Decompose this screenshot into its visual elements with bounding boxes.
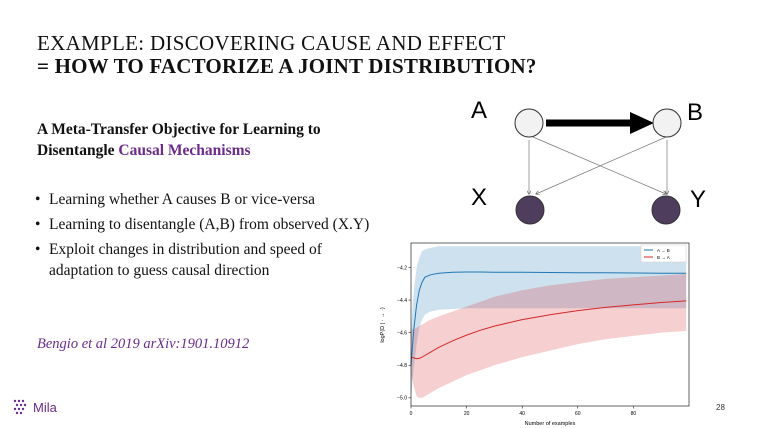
x-tick-label: 80 [631,411,637,417]
series-band-1 [411,274,687,398]
bullet-dot: • [35,191,41,208]
bullet-text: Learning whether A causes B or vice-vers… [49,191,315,208]
bullet-text: Learning to disentangle (A,B) from obser… [49,216,370,233]
y-tick-label: −4.6 [397,330,407,336]
subtitle-line1: A Meta-Transfer Objective for Learning t… [37,121,321,138]
y-tick-label: −4.4 [397,298,407,304]
edge-a-to-b-arrowhead [630,112,654,134]
citation: Bengio et al 2019 arXiv:1901.10912 [37,336,250,352]
node-a [514,108,544,138]
series-line-0 [410,271,687,366]
node-a-label: A [471,97,487,124]
legend-label-a-to-b: A → B [657,248,670,253]
causal-diagram: A B X Y [471,97,706,225]
chart-legend: A → B B → A [640,244,687,263]
adaptation-chart: −5.0 −4.8 −4.6 −4.4 −4.2 0 20 40 60 80 Number of… [380,242,690,427]
mila-logo: Mila [13,399,57,415]
edge-b-to-x [536,136,667,194]
mila-logo-icon [13,399,27,415]
chart-bands [411,246,687,398]
bullet-item: • Exploit changes in distribution and spe… [35,239,379,281]
subtitle: A Meta-Transfer Objective for Learning t… [37,119,321,161]
y-tick-label: −4.2 [397,265,407,271]
node-y [651,195,681,225]
chart-xticks: 0 20 40 60 80 [410,406,637,417]
edge-a-to-y [532,136,666,194]
mila-logo-text: Mila [33,399,57,415]
chart-frame [410,242,690,407]
page-number: 28 [716,403,725,412]
series-line-1 [410,300,687,360]
slide-title-line1: EXAMPLE: DISCOVERING CAUSE AND EFFECT [37,31,506,55]
node-y-label: Y [690,186,706,213]
bullet-item: • Learning whether A causes B or vice-ver… [35,189,405,210]
node-b-label: B [687,99,703,126]
chart-xlabel: Number of examples [525,421,576,427]
node-x-label: X [471,184,487,211]
legend-label-b-to-a: B → A [657,255,670,260]
bullet-dot: • [35,241,41,258]
subtitle-accent: Causal Mechanisms [118,142,251,159]
bullet-list: • Learning whether A causes B or vice-ver… [35,189,405,285]
bullet-item: • Learning to disentangle (A,B) from obse… [35,214,405,235]
bullet-text: Exploit changes in distribution and spee… [49,241,322,279]
chart-yticks: −5.0 −4.8 −4.6 −4.4 −4.2 [397,265,411,402]
x-tick-label: 0 [410,411,413,417]
chart-ylabel: logP(D | · → ·) [380,307,386,343]
x-tick-label: 20 [464,411,470,417]
bullet-dot: • [35,216,41,233]
subtitle-plain: Disentangle [37,142,119,159]
x-tick-label: 60 [575,411,581,417]
legend-box [640,244,687,263]
series-band-0 [411,246,687,398]
y-tick-label: −5.0 [397,396,407,402]
x-tick-label: 40 [519,411,525,417]
node-x [515,195,545,225]
chart-lines [410,271,687,366]
y-tick-label: −4.8 [397,363,407,369]
slide-title-line2: = HOW TO FACTORIZE A JOINT DISTRIBUTION? [37,54,537,78]
subtitle-line2: Disentangle Causal Mechanisms [37,140,321,161]
node-b [652,108,682,138]
